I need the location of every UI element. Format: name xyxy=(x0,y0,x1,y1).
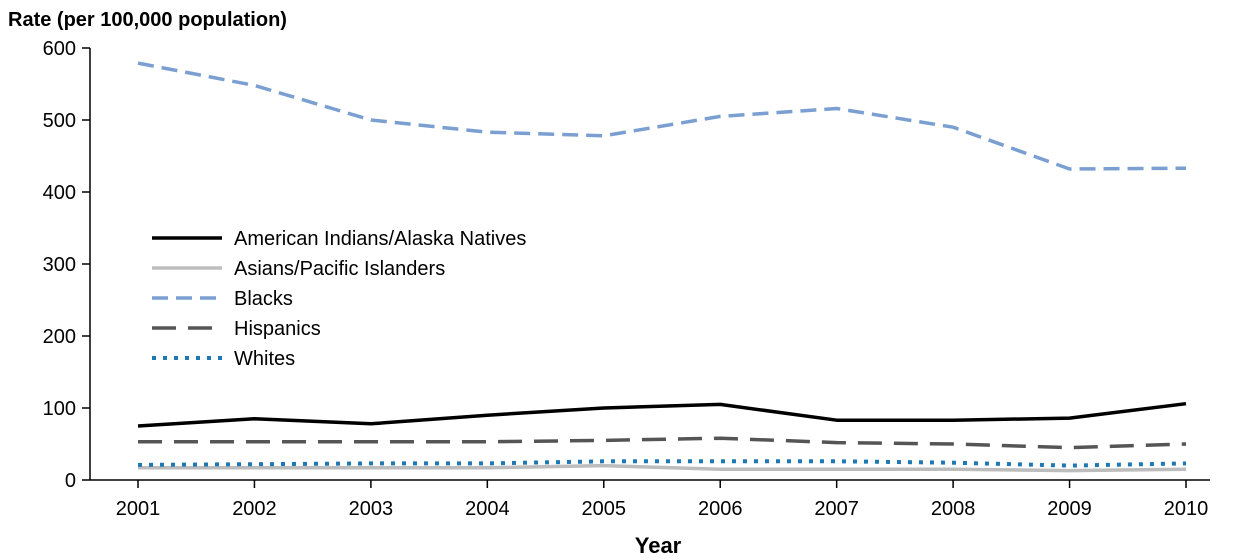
y-tick-label: 200 xyxy=(43,326,76,348)
x-tick-label: 2008 xyxy=(931,498,976,520)
legend-label: Asians/Pacific Islanders xyxy=(234,258,445,280)
y-tick-label: 500 xyxy=(43,110,76,132)
y-tick-label: 0 xyxy=(65,470,76,492)
legend-label: Blacks xyxy=(234,288,293,310)
x-tick-label: 2005 xyxy=(582,498,627,520)
y-tick-label: 400 xyxy=(43,182,76,204)
legend-label: American Indians/Alaska Natives xyxy=(234,228,526,250)
x-axis-label: Year xyxy=(635,533,682,558)
y-tick-label: 100 xyxy=(43,398,76,420)
legend-label: Whites xyxy=(234,348,295,370)
x-tick-label: 2009 xyxy=(1047,498,1092,520)
series-lines xyxy=(137,61,1187,473)
legend-label: Hispanics xyxy=(234,318,321,340)
x-tick-label: 2007 xyxy=(814,498,859,520)
series-line-3 xyxy=(138,436,1187,450)
y-tick-label: 600 xyxy=(43,38,76,60)
y-tick-label: 300 xyxy=(43,254,76,276)
x-tick-label: 2006 xyxy=(698,498,743,520)
x-tick-label: 2010 xyxy=(1164,498,1209,520)
axes: 0 100 200 300 400 500 600 2001 2002 2003 2004 2005 2… xyxy=(43,38,1210,520)
legend: American Indians/Alaska Natives Asians/Pa… xyxy=(152,228,526,370)
x-tick-label: 2003 xyxy=(349,498,394,520)
series-line-0 xyxy=(137,401,1187,428)
x-tick-label: 2001 xyxy=(116,498,161,520)
series-line-4 xyxy=(137,459,1187,468)
y-axis-label: Rate (per 100,000 population) xyxy=(8,9,287,31)
series-line-1 xyxy=(138,463,1187,473)
x-tick-label: 2002 xyxy=(232,498,277,520)
x-tick-label: 2004 xyxy=(465,498,510,520)
series-line-2 xyxy=(137,61,1187,171)
